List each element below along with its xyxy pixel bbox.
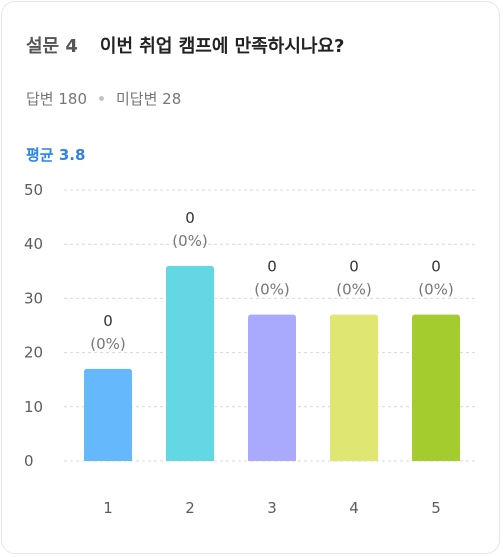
bar-percent-label: (0%): [418, 281, 454, 299]
bar-count-label: 0: [185, 209, 195, 227]
y-tick-label: 10: [24, 398, 43, 416]
average-score: 평균 3.8: [26, 146, 86, 164]
y-tick-label: 0: [24, 452, 34, 470]
bar-percent-label: (0%): [336, 281, 372, 299]
bar-count-label: 0: [267, 258, 277, 276]
x-tick-label: 1: [103, 499, 113, 517]
x-tick-label: 3: [267, 499, 277, 517]
bar-count-label: 0: [349, 258, 359, 276]
x-tick-label: 4: [349, 499, 359, 517]
bar-percent-label: (0%): [172, 232, 208, 250]
unanswered-count: 미답변 28: [116, 90, 182, 108]
y-tick-label: 50: [24, 181, 43, 199]
bar-5[interactable]: [412, 314, 460, 461]
bar-percent-label: (0%): [90, 335, 126, 353]
y-tick-label: 40: [24, 235, 43, 253]
bar-4[interactable]: [330, 314, 378, 461]
bar-count-label: 0: [431, 258, 441, 276]
question-number: 설문 4: [26, 36, 78, 57]
answered-count: 답변 180: [26, 90, 87, 108]
bar-1[interactable]: [84, 368, 132, 461]
y-tick-label: 20: [24, 344, 43, 362]
separator-dot: [99, 96, 104, 101]
bar-count-label: 0: [103, 312, 113, 330]
bar-3[interactable]: [248, 314, 296, 461]
response-stats: 답변 180 미답변 28: [26, 88, 181, 109]
bar-2[interactable]: [166, 265, 214, 461]
x-tick-label: 5: [431, 499, 441, 517]
question-text: 이번 취업 캠프에 만족하시나요?: [99, 36, 345, 57]
bar-percent-label: (0%): [254, 281, 290, 299]
y-tick-label: 30: [24, 289, 43, 307]
x-tick-label: 2: [185, 499, 195, 517]
question-header: 설문 4 이번 취업 캠프에 만족하시나요?: [26, 32, 344, 58]
